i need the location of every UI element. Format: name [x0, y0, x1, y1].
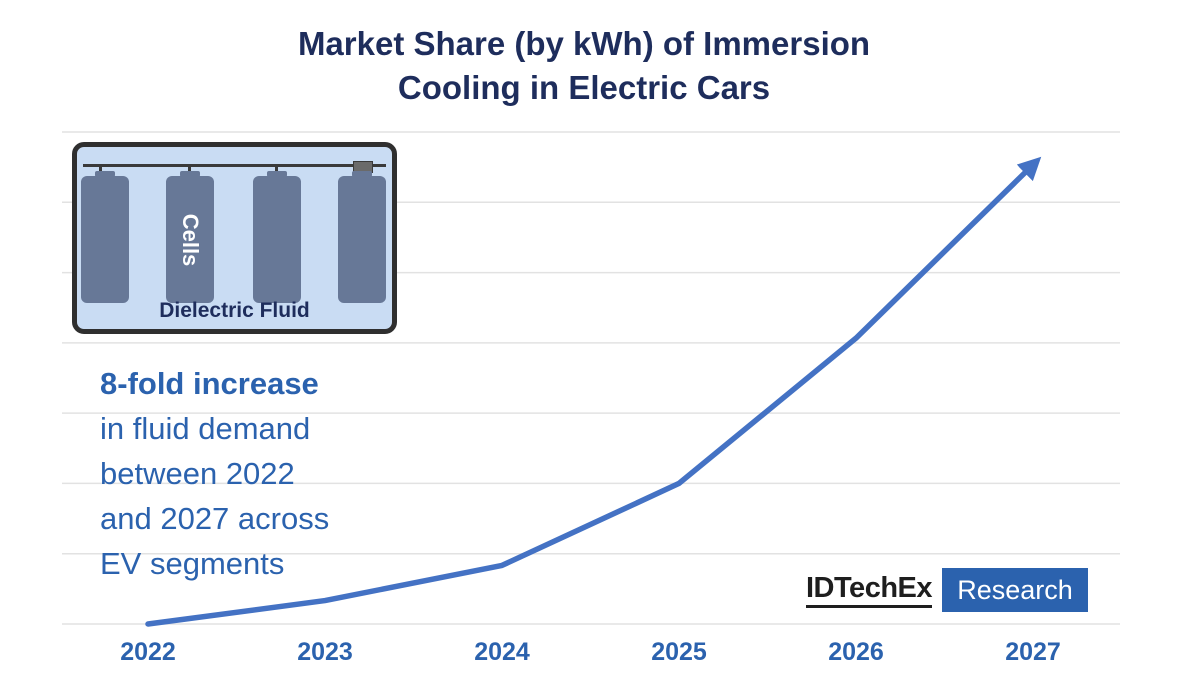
x-tick-label: 2023 [297, 638, 353, 666]
x-tick-label: 2027 [1005, 638, 1061, 666]
annotation-line: between 2022 [100, 456, 295, 491]
annotation-line: and 2027 across [100, 501, 330, 536]
chart-title: Market Share (by kWh) of Immersion Cooli… [0, 22, 1168, 110]
dielectric-fluid-label: Dielectric Fluid [159, 299, 310, 322]
x-tick-label: 2024 [474, 638, 530, 666]
battery-cell: Cells [166, 171, 214, 303]
x-tick-label: 2022 [120, 638, 176, 666]
x-tick-label: 2026 [828, 638, 884, 666]
battery-cell [81, 171, 129, 303]
x-axis-ticks: 2022 2023 2024 2025 2026 2027 [120, 638, 1061, 666]
battery-cell [253, 171, 301, 303]
growth-annotation: 8-fold increase in fluid demand between … [100, 361, 329, 586]
cells-label: Cells [178, 213, 203, 267]
annotation-line: EV segments [100, 546, 285, 581]
chart-title-line-1: Market Share (by kWh) of Immersion [297, 25, 871, 62]
series-line [145, 156, 1042, 627]
annotation-line: in fluid demand [100, 411, 311, 446]
battery-pack-illustration: Cells Dielectric Fluid [72, 142, 397, 334]
series-layer [145, 156, 1042, 627]
annotation-headline: 8-fold increase [100, 366, 319, 401]
battery-cell [338, 171, 386, 303]
idtechex-logo: IDTechEx Research [806, 568, 1089, 612]
brand-name: IDTechEx [806, 572, 933, 608]
busbar [83, 164, 386, 167]
brand-tag: Research [942, 568, 1089, 612]
x-tick-label: 2025 [651, 638, 707, 666]
chart-title-line-2: Cooling in Electric Cars [397, 69, 771, 106]
